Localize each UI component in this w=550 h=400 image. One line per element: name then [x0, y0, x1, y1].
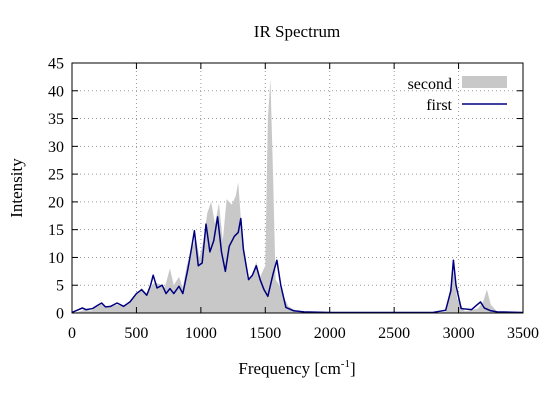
plot-frame: [71, 62, 524, 314]
y-tick-label: 10: [48, 250, 64, 267]
y-tick-label: 25: [48, 167, 64, 184]
y-axis-label: Intensity: [7, 158, 26, 218]
chart-title: IR Spectrum: [254, 22, 340, 41]
y-tick-label: 40: [48, 83, 64, 100]
x-tick-label: 1500: [249, 325, 281, 342]
y-tick-label: 15: [48, 222, 64, 239]
y-tick-label: 35: [48, 111, 64, 128]
x-axis-label: Frequency [cm-1]: [238, 358, 355, 378]
x-tick-label: 500: [124, 325, 148, 342]
x-axis-label-superscript: -1: [341, 358, 350, 370]
x-axis-label-suffix: ]: [350, 359, 356, 378]
x-tick-label: 3500: [507, 325, 539, 342]
series-first-line: [71, 216, 524, 314]
y-tick-label: 45: [48, 56, 64, 73]
x-tick-label: 1000: [185, 325, 217, 342]
legend-swatch-second: [462, 76, 507, 88]
y-tick-label: 0: [56, 306, 64, 323]
series-layer: [71, 79, 524, 314]
y-tick-label: 20: [48, 194, 64, 211]
legend-label-first: first: [426, 97, 452, 114]
legend: second first: [408, 76, 507, 114]
y-tick-label: 5: [56, 278, 64, 295]
x-axis-label-main: Frequency [cm: [238, 359, 340, 378]
x-tick-label: 2000: [314, 325, 346, 342]
x-tick-label: 3000: [443, 325, 475, 342]
x-tick-label: 0: [68, 325, 76, 342]
tick-layer: 0 500 1000 1500 2000 2500 3000 3500 0 5 10 15 20 25 30…: [48, 56, 539, 343]
x-tick-label: 2500: [378, 325, 410, 342]
legend-label-second: second: [408, 76, 452, 93]
y-tick-label: 30: [48, 139, 64, 156]
